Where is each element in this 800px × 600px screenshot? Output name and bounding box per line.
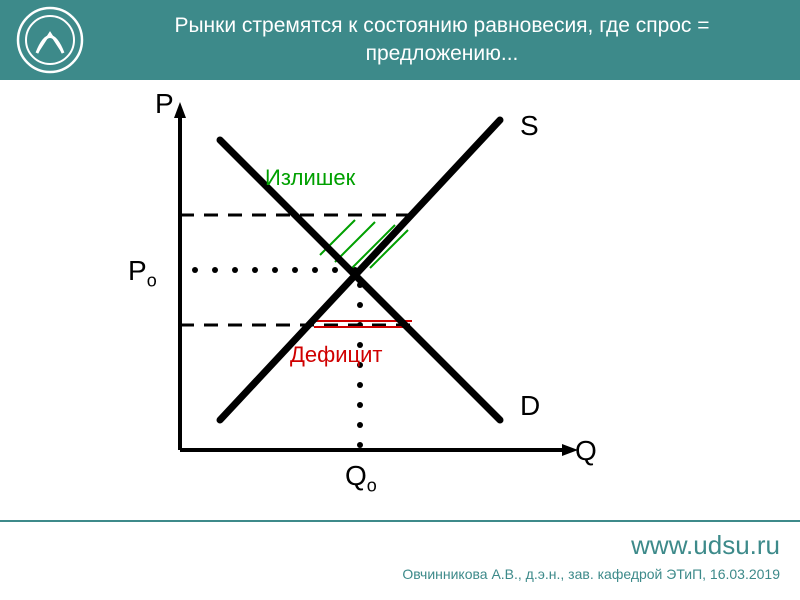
- label-s: S: [520, 110, 539, 142]
- equilibrium-chart: P S D Q Po Qo Излишек Дефицит: [0, 80, 800, 520]
- y-axis-arrow: [174, 102, 186, 118]
- footer-author: Овчинникова А.В., д.э.н., зав. кафедрой …: [402, 566, 780, 582]
- slide-footer: www.udsu.ru Овчинникова А.В., д.э.н., за…: [0, 520, 800, 600]
- university-logo: [0, 0, 100, 80]
- slide-title: Рынки стремятся к состоянию равновесия, …: [100, 8, 784, 73]
- label-surplus: Излишек: [265, 165, 355, 191]
- label-q: Q: [575, 435, 597, 467]
- label-po: Po: [128, 255, 157, 292]
- footer-divider: [0, 520, 800, 522]
- label-p: P: [155, 88, 174, 120]
- footer-url: www.udsu.ru: [631, 530, 780, 561]
- po-dots: [192, 267, 358, 273]
- label-deficit: Дефицит: [290, 342, 383, 368]
- label-d: D: [520, 390, 540, 422]
- label-qo: Qo: [345, 460, 377, 497]
- slide-header: Рынки стремятся к состоянию равновесия, …: [0, 0, 800, 80]
